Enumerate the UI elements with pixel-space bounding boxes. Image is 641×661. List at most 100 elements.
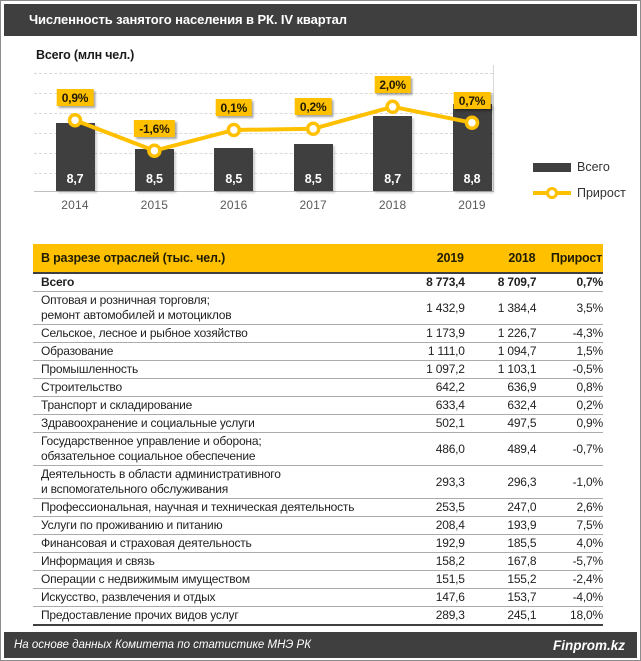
industry-name: Сельское, лесное и рыбное хозяйство (33, 324, 395, 343)
x-axis-tick-2018: 2018 (378, 198, 407, 212)
chart-x-axis: 2014 2015 2016 2017 2018 2019 (34, 198, 493, 214)
x-axis-tick-2015: 2015 (140, 198, 169, 212)
legend-item-growth: Прирост (533, 183, 626, 203)
value-2018: 1 103,1 (464, 360, 537, 379)
industry-name: Образование (33, 342, 395, 361)
bar-2016 (214, 148, 254, 191)
legend-label-growth: Прирост (577, 186, 626, 200)
value-growth: -2,4% (536, 570, 603, 589)
table-header-2019: 2019 (394, 244, 465, 274)
industry-name: Операции с недвижимым имуществом (33, 570, 395, 589)
table-row: Искусство, развлечения и отдых 147,6 153,7… (33, 588, 603, 607)
value-2018: 155,2 (464, 570, 537, 589)
value-2018: 167,8 (464, 552, 537, 571)
value-growth: 7,5% (536, 516, 603, 535)
table-row: Образование 1 111,0 1 094,7 1,5% (33, 342, 603, 361)
page-title: Численность занятого населения в РК. IV … (4, 4, 637, 36)
table-row: Оптовая и розничная торговля; ремонт авт… (33, 291, 603, 325)
industry-name: Всего (33, 273, 395, 292)
value-2019: 293,3 (394, 465, 465, 499)
value-2019: 1 111,0 (394, 342, 465, 361)
gridline (34, 73, 493, 74)
x-axis-tick-2016: 2016 (220, 198, 248, 212)
legend-label-total: Всего (577, 160, 610, 174)
page-title-text: Численность занятого населения в РК. IV … (29, 12, 347, 27)
value-2018: 1 384,4 (464, 291, 537, 325)
industry-name: Государственное управление и оборона; об… (33, 432, 395, 466)
value-2019: 486,0 (394, 432, 465, 466)
value-2018: 636,9 (464, 378, 537, 397)
value-2019: 208,4 (394, 516, 465, 535)
table-row: Здравоохранение и социальные услуги 502,1… (33, 414, 603, 433)
value-growth: 0,2% (536, 396, 603, 415)
industry-name: Профессиональная, научная и техническая … (33, 498, 395, 517)
value-growth: 2,6% (536, 498, 603, 517)
x-axis-tick-2019: 2019 (458, 198, 486, 212)
value-2019: 253,5 (394, 498, 465, 517)
x-axis-tick-2017: 2017 (299, 198, 327, 212)
gridline (34, 173, 493, 174)
value-2018: 185,5 (464, 534, 537, 553)
growth-label-2014: 0,9% (56, 89, 94, 107)
value-2018: 247,0 (464, 498, 537, 517)
table-row: Финансовая и страховая деятельность 192,9… (33, 534, 603, 553)
line-marker-icon (226, 122, 242, 138)
value-growth: -4,3% (536, 324, 603, 343)
line-marker-icon (464, 115, 480, 130)
value-growth: -4,0% (536, 588, 603, 607)
bar-value-label: 8,5 (146, 172, 163, 186)
table-header-row: В разрезе отраслей (тыс. чел.) 2019 2018… (33, 244, 603, 274)
industry-name: Искусство, развлечения и отдых (33, 588, 395, 607)
bar-value-label: 8,7 (384, 172, 401, 186)
bar-value-label: 8,5 (304, 172, 322, 186)
table-row: Предоставление прочих видов услуг 289,3 24… (33, 606, 603, 626)
value-2019: 192,9 (394, 534, 465, 553)
table-header-growth: Прирост (536, 244, 603, 274)
legend-item-total: Всего (533, 157, 626, 177)
value-2019: 158,2 (394, 552, 465, 571)
chart-legend: Всего Прирост (533, 157, 626, 209)
gridline (34, 113, 493, 114)
line-marker-swatch-icon (533, 187, 571, 199)
value-growth: 0,8% (536, 378, 603, 397)
value-2018: 153,7 (464, 588, 537, 607)
growth-label-2015: -1,6% (134, 119, 175, 137)
growth-label-2017: 0,2% (294, 97, 332, 115)
value-growth: -0,5% (536, 360, 603, 379)
bar-2018 (373, 116, 413, 191)
table-row: Сельское, лесное и рыбное хозяйство 1 173… (33, 324, 603, 343)
value-growth: 1,5% (536, 342, 603, 361)
value-2019: 502,1 (394, 414, 465, 433)
x-axis-tick-2014: 2014 (61, 198, 89, 212)
chart-title: Всего (млн чел.) (36, 48, 135, 62)
table-row: Услуги по проживанию и питанию 208,4 193,9… (33, 516, 603, 535)
industry-table: В разрезе отраслей (тыс. чел.) 2019 2018… (33, 244, 603, 626)
value-2018: 632,4 (464, 396, 537, 415)
table-row: Строительство 642,2 636,9 0,8% (33, 378, 603, 397)
value-growth: -5,7% (536, 552, 603, 571)
bar-2014 (55, 123, 95, 191)
bar-value-label: 8,5 (225, 172, 243, 186)
data-source-note: На основе данных Комитета по статистике … (14, 639, 312, 651)
table-header-industries: В разрезе отраслей (тыс. чел.) (33, 244, 395, 274)
value-2019: 633,4 (394, 396, 465, 415)
value-growth: -1,0% (536, 465, 603, 499)
industry-name: Транспорт и складирование (33, 396, 395, 415)
gridline (34, 153, 493, 154)
growth-label-2018: 2,0% (374, 75, 411, 93)
value-2019: 147,6 (394, 588, 465, 607)
bar-value-label: 8,7 (66, 172, 84, 186)
value-2018: 1 226,7 (464, 324, 537, 343)
industry-name: Промышленность (33, 360, 395, 379)
value-growth: 18,0% (536, 606, 603, 626)
line-marker-icon (385, 99, 400, 115)
industry-name: Строительство (33, 378, 395, 397)
value-2018: 193,9 (464, 516, 537, 535)
footer-bar: На основе данных Комитета по статистике … (4, 632, 637, 658)
gridline (34, 93, 493, 94)
value-growth: 0,9% (536, 414, 603, 433)
industry-name: Предоставление прочих видов услуг (33, 606, 395, 626)
bar-value-label: 8,8 (463, 172, 481, 186)
industry-name: Услуги по проживанию и питанию (33, 516, 395, 535)
